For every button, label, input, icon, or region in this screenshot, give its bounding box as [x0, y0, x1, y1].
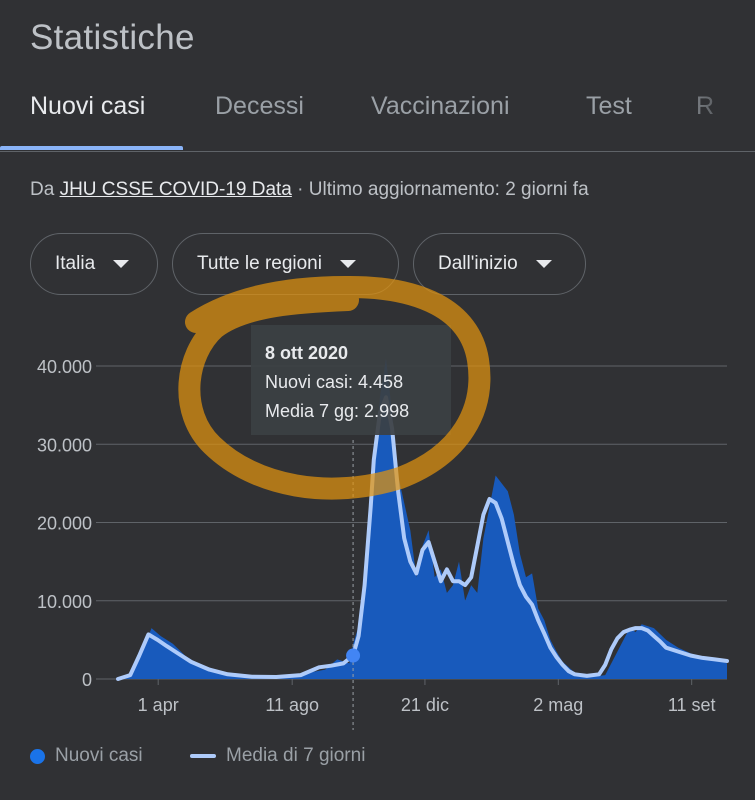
page-title: Statistiche — [30, 18, 195, 57]
y-tick-label: 20.000 — [37, 514, 92, 534]
country-filter-label: Italia — [55, 253, 96, 274]
caret-down-icon — [339, 260, 356, 268]
caret-down-icon — [535, 260, 552, 268]
source-link[interactable]: JHU CSSE COVID-19 Data — [59, 179, 292, 200]
y-tick-label: 0 — [82, 670, 92, 690]
source-updated: · Ultimo aggiornamento: 2 giorni fa — [291, 179, 589, 200]
period-filter-label: Dall'inizio — [438, 253, 518, 274]
region-filter-label: Tutte le regioni — [197, 253, 322, 274]
source-prefix: Da — [30, 179, 60, 200]
highlight-point — [346, 648, 361, 663]
region-filter-chip[interactable]: Tutte le regioni — [172, 233, 399, 295]
tabs-divider — [0, 151, 755, 152]
legend-dot-icon — [30, 748, 45, 764]
tooltip-new-cases: Nuovi casi: 4.458 — [265, 372, 404, 392]
x-tick-label: 21 dic — [401, 695, 449, 715]
tab-bar: Nuovi casi Decessi Vaccinazioni Test R — [0, 88, 755, 152]
tab-nuovi-casi[interactable]: Nuovi casi — [30, 92, 146, 120]
x-tick-label: 1 apr — [138, 695, 179, 715]
active-tab-indicator — [0, 146, 183, 150]
chart-tooltip: 8 ott 2020 Nuovi casi: 4.458 Media 7 gg:… — [251, 325, 451, 435]
caret-down-icon — [113, 260, 130, 268]
country-filter-chip[interactable]: Italia — [30, 233, 158, 295]
tab-scroll-fade — [675, 88, 755, 150]
tab-vaccinazioni[interactable]: Vaccinazioni — [371, 92, 510, 120]
legend-new-cases: Nuovi casi — [30, 745, 143, 767]
tooltip-date: 8 ott 2020 — [265, 343, 349, 363]
x-tick-label: 11 set — [668, 695, 716, 715]
tab-test[interactable]: Test — [586, 92, 632, 120]
series-media-7-giorni-line — [116, 395, 729, 681]
legend-moving-average: Media di 7 giorni — [190, 745, 365, 767]
legend-moving-average-label: Media di 7 giorni — [226, 745, 366, 766]
y-tick-label: 30.000 — [37, 435, 92, 455]
x-tick-label: 11 ago — [265, 695, 319, 715]
y-tick-label: 40.000 — [37, 357, 92, 377]
period-filter-chip[interactable]: Dall'inizio — [413, 233, 586, 295]
y-tick-label: 10.000 — [37, 592, 92, 612]
source-line: Da JHU CSSE COVID-19 Data · Ultimo aggio… — [30, 179, 589, 201]
tooltip-average: Media 7 gg: 2.998 — [265, 401, 410, 421]
legend-line-icon — [190, 754, 216, 758]
tab-decessi[interactable]: Decessi — [215, 92, 304, 120]
legend-new-cases-label: Nuovi casi — [55, 745, 143, 766]
x-tick-label: 2 mag — [533, 695, 583, 715]
